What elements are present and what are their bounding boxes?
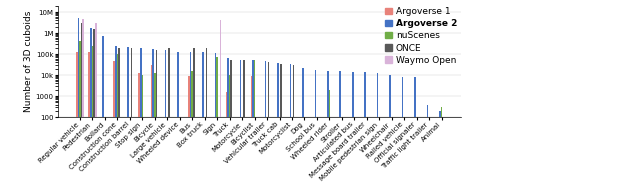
- Bar: [88, 52, 90, 189]
- Bar: [427, 105, 428, 189]
- Bar: [280, 64, 282, 189]
- Bar: [302, 68, 303, 189]
- Legend: Argoverse 1, Argoverse 2, nuScenes, ONCE, Waymo Open: Argoverse 1, Argoverse 2, nuScenes, ONCE…: [381, 3, 461, 68]
- Bar: [118, 48, 120, 189]
- Bar: [254, 60, 255, 189]
- Bar: [76, 52, 77, 189]
- Bar: [191, 71, 193, 189]
- Bar: [220, 20, 221, 189]
- Bar: [314, 70, 316, 189]
- Bar: [156, 50, 157, 189]
- Bar: [151, 65, 152, 189]
- Bar: [264, 61, 266, 189]
- Bar: [138, 74, 140, 189]
- Bar: [414, 77, 416, 189]
- Bar: [202, 52, 204, 189]
- Bar: [277, 63, 278, 189]
- Bar: [441, 107, 442, 189]
- Bar: [389, 75, 391, 189]
- Bar: [152, 49, 154, 189]
- Bar: [240, 60, 241, 189]
- Bar: [216, 57, 218, 189]
- Bar: [289, 64, 291, 189]
- Bar: [81, 23, 83, 189]
- Bar: [140, 48, 141, 189]
- Bar: [293, 65, 294, 189]
- Bar: [327, 71, 328, 189]
- Bar: [402, 77, 403, 189]
- Bar: [328, 90, 330, 189]
- Bar: [116, 54, 118, 189]
- Bar: [215, 53, 216, 189]
- Bar: [227, 58, 229, 189]
- Bar: [102, 36, 104, 189]
- Bar: [168, 48, 170, 189]
- Bar: [250, 76, 252, 189]
- Bar: [92, 46, 93, 189]
- Bar: [154, 74, 156, 189]
- Bar: [230, 60, 232, 189]
- Bar: [177, 52, 179, 189]
- Bar: [131, 48, 132, 189]
- Bar: [127, 47, 129, 189]
- Y-axis label: Number of 3D cuboids: Number of 3D cuboids: [24, 11, 33, 112]
- Bar: [141, 75, 143, 189]
- Bar: [439, 111, 441, 189]
- Bar: [268, 62, 269, 189]
- Bar: [93, 29, 95, 189]
- Bar: [190, 52, 191, 189]
- Bar: [77, 18, 79, 189]
- Bar: [193, 48, 195, 189]
- Bar: [188, 76, 190, 189]
- Bar: [352, 72, 353, 189]
- Bar: [79, 41, 81, 189]
- Bar: [205, 48, 207, 189]
- Bar: [339, 71, 341, 189]
- Bar: [243, 60, 244, 189]
- Bar: [113, 61, 115, 189]
- Bar: [364, 72, 366, 189]
- Bar: [165, 50, 166, 189]
- Bar: [115, 46, 116, 189]
- Bar: [83, 19, 84, 189]
- Bar: [229, 75, 230, 189]
- Bar: [377, 73, 378, 189]
- Bar: [90, 28, 92, 189]
- Bar: [225, 92, 227, 189]
- Bar: [252, 60, 254, 189]
- Bar: [95, 23, 97, 189]
